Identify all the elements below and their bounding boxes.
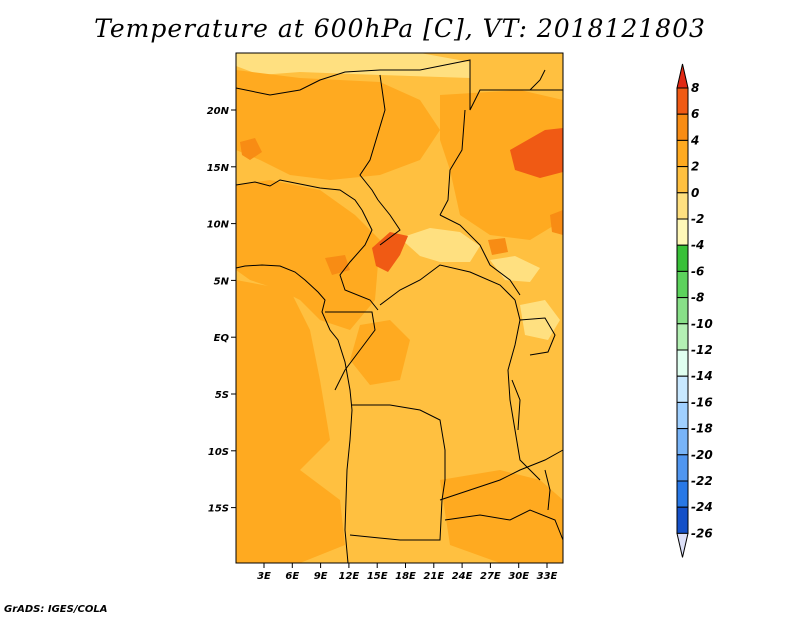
warm-patch-nigeria xyxy=(236,180,380,330)
lake-victoria xyxy=(519,317,556,356)
border-drc-angola xyxy=(349,404,446,541)
lon-tick-label: 6E xyxy=(285,571,299,582)
lon-tick-label: 24E xyxy=(452,571,473,582)
cool-patch-central xyxy=(400,228,480,262)
lon-tick-label: 18E xyxy=(395,571,416,582)
hot-patch-ethiopia xyxy=(550,210,563,235)
colorbar-label: -8 xyxy=(691,291,704,305)
lon-tick-label: 21E xyxy=(423,571,444,582)
colorbar-label: -26 xyxy=(691,526,713,540)
warm-patch-angola xyxy=(236,460,345,563)
colorbar-top-arrow xyxy=(676,63,689,89)
lon-tick-label: 27E xyxy=(480,571,501,582)
border-zimbabwe xyxy=(444,509,564,541)
hot-patch-darfur xyxy=(488,238,508,255)
colorbar-label: 8 xyxy=(691,81,699,95)
lat-tick-label: 15N xyxy=(207,163,230,174)
lat-tick-label: 20N xyxy=(207,106,230,117)
colorbar-segment xyxy=(676,87,689,115)
cool-patch-lake xyxy=(520,300,560,340)
colorbar-label: -10 xyxy=(691,317,713,331)
colorbar-label: -24 xyxy=(691,500,713,514)
warm-patch-gabon xyxy=(350,320,410,385)
colorbar-label: -18 xyxy=(691,422,713,436)
colorbar-label: 0 xyxy=(691,186,699,200)
colorbar-segment xyxy=(676,454,689,482)
warm-patch-sudan xyxy=(440,90,563,240)
lon-tick-label: 12E xyxy=(339,571,360,582)
colorbar-segment xyxy=(676,506,689,534)
border-drc-east xyxy=(507,299,541,481)
colorbar-segment xyxy=(676,113,689,141)
colorbar-segment xyxy=(676,480,689,508)
colorbar-segment xyxy=(676,218,689,246)
colorbar-segment xyxy=(676,192,689,220)
colorbar-bottom-arrow xyxy=(676,532,689,558)
colorbar-label: 2 xyxy=(691,160,699,174)
map-boundaries xyxy=(235,59,564,564)
red-sea-coast xyxy=(529,69,546,91)
border-sahel xyxy=(235,179,363,211)
border-cameroon xyxy=(339,209,379,311)
border-niger-chad xyxy=(359,74,386,201)
colorbar-label: -22 xyxy=(691,474,713,488)
lon-tick-label: 33E xyxy=(537,571,558,582)
colorbar-segment xyxy=(676,323,689,351)
colorbar-label: -6 xyxy=(691,264,704,278)
map-title: Temperature at 600hPa [C], VT: 201812180… xyxy=(94,14,706,43)
colorbar-segment xyxy=(676,297,689,325)
latitude-axis: 20N 15N 10N 5N EQ 5S 10S 15S xyxy=(207,106,236,515)
lon-tick-label: 3E xyxy=(257,571,271,582)
colorbar-segment xyxy=(676,244,689,272)
colorbar-segment xyxy=(676,428,689,456)
cool-patch-north xyxy=(236,53,470,78)
hot-patch-northeast xyxy=(510,128,563,178)
lat-tick-label: 5N xyxy=(214,276,230,287)
colorbar-segment xyxy=(676,349,689,377)
colorbar-segment xyxy=(676,270,689,299)
colorbar-segment xyxy=(676,401,689,430)
lat-tick-label: EQ xyxy=(214,333,230,344)
warm-patch-zambia xyxy=(440,470,563,563)
colorbar-label: -12 xyxy=(691,343,713,357)
border-north xyxy=(235,59,563,111)
colorbar-label: -16 xyxy=(691,395,713,409)
hot-patch-west xyxy=(240,138,262,160)
colorbar-label: 6 xyxy=(691,107,699,121)
colorbar-label: -4 xyxy=(691,238,704,252)
lat-tick-label: 10N xyxy=(207,220,230,231)
lat-tick-label: 15S xyxy=(208,504,229,515)
colorbar-label: -20 xyxy=(691,448,713,462)
lon-tick-label: 9E xyxy=(314,571,328,582)
hot-patch-cameroon xyxy=(372,232,408,272)
colorbar-label: -2 xyxy=(691,212,704,226)
lon-tick-label: 30E xyxy=(508,571,529,582)
lat-tick-label: 5S xyxy=(215,390,229,401)
colorbar-segment xyxy=(676,139,689,168)
lake-tanganyika xyxy=(511,379,521,431)
border-car-drc xyxy=(379,264,516,306)
border-gabon-congo xyxy=(325,311,376,391)
border-car-sudan xyxy=(439,214,521,296)
cool-patch-east xyxy=(490,256,540,282)
atlantic-coastline xyxy=(235,264,353,564)
colorbar: 8 6 4 2 0 -2 -4 -6 -8 -10 -12 -14 -16 -18 -20 -22 -24 -26 xyxy=(676,63,713,558)
colorbar-label: -14 xyxy=(691,369,713,383)
temperature-field xyxy=(236,53,563,563)
lat-tick-label: 10S xyxy=(208,447,229,458)
colorbar-segment xyxy=(676,375,689,403)
map-frame xyxy=(235,52,564,564)
warm-patch-sahara xyxy=(236,70,440,180)
lake-malawi xyxy=(544,469,551,511)
colorbar-segment xyxy=(676,166,689,194)
grads-credit: GrADS: IGES/COLA xyxy=(4,604,108,615)
border-chad-car xyxy=(377,199,401,246)
border-zambia xyxy=(439,449,564,501)
colorbar-label: 4 xyxy=(690,133,699,147)
lon-tick-label: 15E xyxy=(367,571,388,582)
longitude-axis: 3E 6E 9E 12E 15E 18E 21E 24E 27E 30E 33E xyxy=(257,563,558,582)
border-chad-sudan xyxy=(439,109,466,216)
